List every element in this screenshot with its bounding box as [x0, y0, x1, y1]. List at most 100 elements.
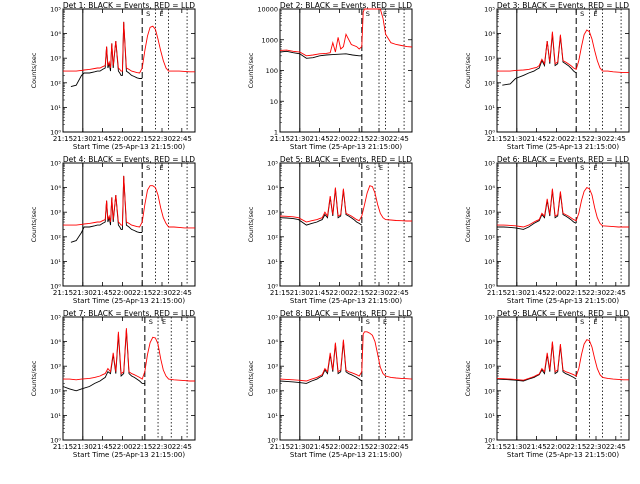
x-tick-label: 22:00 — [112, 443, 132, 451]
y-axis-label: Counts/sec — [30, 52, 38, 88]
x-axis-label: Start Time (25-Apr-13 21:15:00) — [73, 143, 185, 151]
marker-e: E — [379, 164, 383, 172]
y-tick-label: 10³ — [267, 363, 278, 371]
y-tick-label: 10³ — [50, 209, 61, 217]
y-tick-label: 10⁴ — [50, 338, 61, 346]
y-tick-label: 10⁰ — [50, 129, 61, 137]
x-tick-label: 21:30 — [290, 289, 310, 297]
x-tick-label: 21:45 — [310, 135, 330, 143]
marker-s: S — [580, 318, 584, 326]
x-tick-label: 21:45 — [527, 289, 547, 297]
y-tick-label: 10² — [50, 387, 61, 395]
y-tick-label: 10⁴ — [50, 184, 61, 192]
marker-s: S — [366, 164, 370, 172]
y-tick-label: 10⁰ — [484, 437, 495, 445]
marker-s: S — [366, 10, 370, 18]
y-tick-label: 100 — [266, 67, 278, 75]
panel-title: Det 6: BLACK = Events, RED = LLD — [497, 155, 629, 164]
panel-title: Det 4: BLACK = Events, RED = LLD — [63, 155, 195, 164]
y-axis-label: Counts/sec — [464, 360, 472, 396]
x-tick-label: 22:15 — [349, 289, 369, 297]
y-tick-label: 1 — [274, 129, 278, 137]
y-axis-label: Counts/sec — [247, 206, 255, 242]
y-tick-label: 10⁵ — [50, 314, 61, 322]
y-axis-label: Counts/sec — [30, 206, 38, 242]
x-tick-label: 22:30 — [586, 443, 606, 451]
y-tick-label: 10¹ — [50, 412, 61, 420]
marker-s: S — [366, 318, 370, 326]
x-axis-label: Start Time (25-Apr-13 21:15:00) — [73, 451, 185, 459]
series-line-events — [497, 189, 577, 230]
panel-8: Det 8: BLACK = Events, RED = LLD 10⁰ 10¹ 10… — [247, 309, 413, 459]
y-tick-label: 10¹ — [267, 412, 278, 420]
y-tick-label: 10¹ — [484, 258, 495, 266]
y-tick-label: 10¹ — [50, 104, 61, 112]
x-axis-label: Start Time (25-Apr-13 21:15:00) — [290, 451, 402, 459]
x-tick-label: 21:30 — [507, 443, 527, 451]
y-tick-label: 10² — [267, 387, 278, 395]
y-tick-label: 10² — [50, 233, 61, 241]
x-tick-label: 21:45 — [527, 135, 547, 143]
x-tick-label: 21:45 — [310, 289, 330, 297]
marker-e: E — [159, 10, 163, 18]
x-tick-label: 22:15 — [132, 443, 152, 451]
x-axis-label: Start Time (25-Apr-13 21:15:00) — [507, 451, 619, 459]
panel-6: Det 6: BLACK = Events, RED = LLD 10⁰ 10¹ 10… — [464, 155, 630, 305]
x-tick-label: 22:45 — [389, 289, 409, 297]
x-tick-label: 22:45 — [389, 135, 409, 143]
x-tick-label: 21:15 — [487, 443, 507, 451]
series-line-lld — [496, 339, 629, 381]
panel-7: Det 7: BLACK = Events, RED = LLD 10⁰ 10¹ 10… — [30, 309, 196, 459]
y-tick-label: 1000 — [261, 36, 278, 44]
x-tick-label: 22:30 — [152, 289, 172, 297]
marker-s: S — [580, 10, 584, 18]
panel-9: Det 9: BLACK = Events, RED = LLD 10⁰ 10¹ 10… — [464, 309, 630, 459]
series-line-events — [62, 329, 145, 392]
x-tick-label: 21:30 — [507, 135, 527, 143]
series-line-lld — [497, 29, 629, 74]
panel-title: Det 7: BLACK = Events, RED = LLD — [63, 309, 195, 318]
x-tick-label: 22:00 — [546, 443, 566, 451]
panel-4: Det 4: BLACK = Events, RED = LLD 10⁰ 10¹ 10… — [30, 155, 196, 305]
x-axis-label: Start Time (25-Apr-13 21:15:00) — [507, 297, 619, 305]
y-tick-label: 10⁴ — [484, 184, 495, 192]
y-tick-label: 10² — [50, 79, 61, 87]
panel-title: Det 8: BLACK = Events, RED = LLD — [280, 309, 412, 318]
x-tick-label: 22:00 — [112, 135, 132, 143]
x-tick-label: 22:00 — [329, 443, 349, 451]
y-tick-label: 10⁰ — [267, 437, 278, 445]
x-tick-label: 21:45 — [527, 443, 547, 451]
panel-2: Det 2: BLACK = Events, RED = LLD 1 10 100 10… — [247, 1, 413, 151]
y-tick-label: 10⁵ — [50, 6, 61, 14]
y-tick-label: 10² — [484, 387, 495, 395]
series-line-events — [279, 188, 363, 226]
y-tick-label: 10⁰ — [50, 283, 61, 291]
marker-s: S — [146, 10, 150, 18]
panel-1: Det 1: BLACK = Events, RED = LLD 10⁰ 10¹ 10… — [30, 1, 196, 151]
panel-title: Det 9: BLACK = Events, RED = LLD — [497, 309, 629, 318]
series-line-events — [70, 21, 143, 88]
x-tick-label: 22:15 — [349, 443, 369, 451]
plot-frame — [62, 316, 196, 441]
panel-3: Det 3: BLACK = Events, RED = LLD 10⁰ 10¹ 10… — [464, 1, 630, 151]
x-axis-label: Start Time (25-Apr-13 21:15:00) — [290, 297, 402, 305]
x-tick-label: 22:00 — [546, 135, 566, 143]
x-tick-label: 22:15 — [566, 135, 586, 143]
x-tick-label: 22:45 — [606, 443, 626, 451]
plot-frame — [496, 8, 630, 133]
x-tick-label: 21:30 — [290, 135, 310, 143]
x-tick-label: 22:15 — [566, 443, 586, 451]
x-tick-label: 22:15 — [566, 289, 586, 297]
series-line-events — [502, 33, 577, 86]
marker-s: S — [149, 318, 153, 326]
series-line-events — [70, 175, 143, 243]
x-tick-label: 22:00 — [112, 289, 132, 297]
x-tick-label: 21:45 — [93, 443, 113, 451]
y-tick-label: 10³ — [50, 363, 61, 371]
y-tick-label: 10¹ — [50, 258, 61, 266]
y-tick-label: 10² — [267, 233, 278, 241]
x-tick-label: 22:45 — [172, 443, 192, 451]
y-tick-label: 10⁴ — [50, 30, 61, 38]
marker-s: S — [146, 164, 150, 172]
